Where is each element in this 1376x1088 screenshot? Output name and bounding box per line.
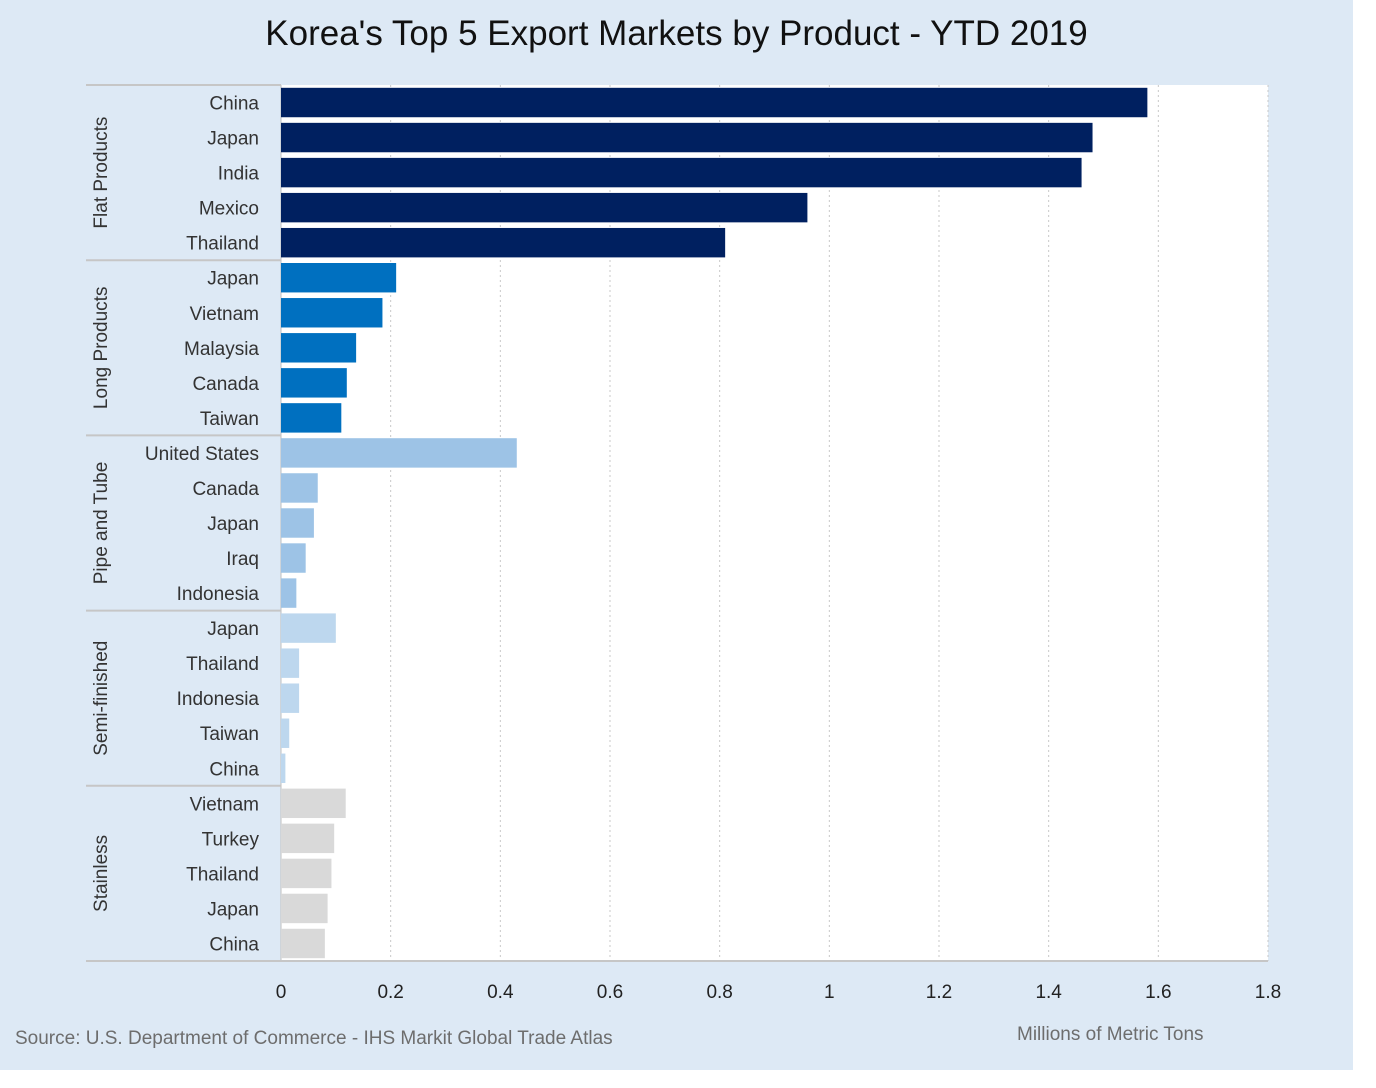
x-tick-label: 0.4	[487, 982, 514, 1003]
bar	[281, 157, 1082, 188]
x-tick-label: 1.8	[1255, 982, 1281, 1003]
group-label: Stainless	[91, 835, 112, 912]
bar	[281, 263, 397, 293]
category-label: Japan	[207, 269, 259, 290]
bar	[281, 508, 314, 538]
category-label: Japan	[207, 129, 259, 150]
category-label: India	[218, 164, 260, 185]
bar	[281, 473, 318, 503]
bar	[281, 928, 325, 959]
category-label: United States	[145, 444, 259, 465]
x-tick-label: 1.4	[1035, 982, 1062, 1003]
bar	[281, 858, 332, 889]
source-note: Source: U.S. Department of Commerce - IH…	[15, 1028, 613, 1049]
x-tick-label: 0.8	[706, 982, 732, 1003]
bar	[281, 333, 357, 363]
category-label: Malaysia	[184, 339, 259, 360]
bar	[281, 788, 346, 819]
bar	[281, 227, 726, 258]
bar	[281, 613, 336, 643]
category-label: Canada	[192, 374, 259, 395]
bar	[281, 893, 328, 924]
x-tick-label: 0	[276, 982, 287, 1003]
group-label: Pipe and Tube	[91, 462, 112, 585]
chart-background: Korea's Top 5 Export Markets by Product …	[0, 0, 1353, 1070]
bar	[281, 122, 1093, 153]
category-label: Indonesia	[177, 689, 260, 710]
category-label: Canada	[192, 479, 259, 500]
x-tick-label: 0.6	[597, 982, 623, 1003]
category-label: Turkey	[202, 829, 260, 850]
category-labels: China Japan India Mexico Thailand Japan Vietna…	[145, 94, 260, 956]
x-tick-label: 1	[824, 982, 835, 1003]
category-label: China	[209, 759, 259, 780]
group-label: Flat Products	[91, 117, 112, 229]
group-labels: Flat Products Long Products Pipe and Tube S…	[86, 84, 1268, 962]
bar	[281, 648, 300, 678]
group-label: Semi-finished	[91, 641, 112, 756]
category-label: Thailand	[186, 654, 259, 675]
category-label: Mexico	[199, 199, 259, 220]
x-axis-title: Millions of Metric Tons	[1017, 1024, 1204, 1045]
category-label: China	[209, 934, 259, 955]
x-tick-label: 1.6	[1145, 982, 1171, 1003]
category-label: Thailand	[186, 864, 259, 885]
category-label: Japan	[207, 514, 259, 535]
bar	[281, 298, 383, 328]
bar	[281, 683, 300, 713]
x-tick-labels: 0 0.2 0.4 0.6 0.8 1 1.2 1.4 1.6 1.8	[276, 982, 1282, 1003]
x-tick-label: 1.2	[926, 982, 952, 1003]
bar	[281, 718, 290, 748]
chart-title: Korea's Top 5 Export Markets by Product …	[265, 14, 1088, 53]
category-label: Taiwan	[200, 409, 259, 430]
category-label: Thailand	[186, 234, 259, 255]
bar	[281, 403, 342, 433]
bar	[281, 368, 347, 398]
category-label: Vietnam	[190, 304, 259, 325]
category-label: Taiwan	[200, 724, 259, 745]
x-tick-label: 0.2	[377, 982, 403, 1003]
category-label: China	[209, 94, 259, 115]
bar	[281, 578, 297, 608]
bar	[281, 438, 517, 468]
category-label: Japan	[207, 899, 259, 920]
bar-chart: China Japan India Mexico Thailand Japan Vietna…	[86, 84, 1282, 1003]
bar	[281, 87, 1148, 118]
bar	[281, 192, 808, 223]
bar	[281, 753, 286, 783]
category-label: Iraq	[226, 549, 259, 570]
category-label: Vietnam	[190, 794, 259, 815]
group-label: Long Products	[91, 287, 112, 410]
category-label: Indonesia	[177, 584, 260, 605]
category-label: Japan	[207, 619, 259, 640]
bar	[281, 543, 306, 573]
bars	[281, 87, 1148, 959]
bar	[281, 823, 335, 854]
